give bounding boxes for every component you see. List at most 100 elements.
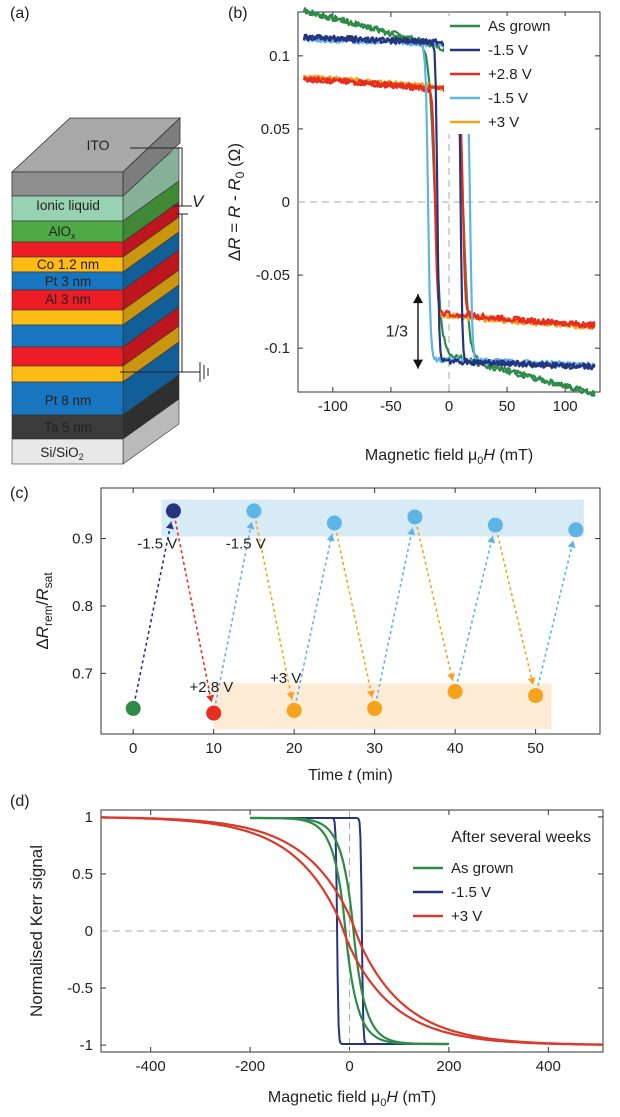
y-axis-label: ΔRrem/Rsat [33, 572, 55, 650]
layer-yellow-3 [11, 365, 124, 383]
series-line-d-2b [101, 816, 603, 1046]
x-tick-label: 0 [345, 1058, 353, 1075]
data-point-5 [326, 515, 342, 531]
transition-arrow-2 [214, 521, 253, 704]
legend-label-0: As grown [488, 18, 551, 35]
data-point-11 [568, 522, 584, 538]
layer-co [11, 241, 124, 258]
transition-arrow-head-0 [165, 521, 174, 530]
panel-d-label: (d) [10, 793, 30, 810]
chart-b: -100 -50 0 50 100 -0.1 -0.05 0 0.05 0.1 As grown -1… [225, 7, 601, 467]
panel-a: (a) ITO Ionic liquid AlOx Co 1.2 nm Pt 3 nm A… [10, 5, 209, 465]
transition-arrow-head-1 [206, 694, 215, 703]
point-label-0: -1.5 V [137, 536, 177, 553]
point-label-1: -1.5 V [226, 536, 266, 553]
y-tick-label: 0.8 [72, 598, 93, 615]
data-point-0 [125, 700, 141, 716]
layer-stack: ITO Ionic liquid AlOx Co 1.2 nm Pt 3 nm Al 3 … [10, 117, 182, 465]
data-point-8 [447, 684, 463, 700]
y-tick-label: 0 [282, 194, 290, 211]
y-axis-label: Normalised Kerr signal [27, 845, 46, 1017]
arrow-head-down [413, 359, 423, 369]
annotation-label: 1/3 [386, 323, 408, 340]
legend-title: After several weeks [451, 829, 591, 846]
layer-si [11, 438, 124, 465]
y-tick-label: -0.5 [67, 980, 93, 997]
x-tick-label: -200 [235, 1058, 265, 1075]
y-tick-label: -1 [80, 1037, 93, 1054]
x-tick-label: 50 [499, 398, 516, 415]
y-tick-label: 0.1 [269, 48, 290, 65]
panel-b: (b) -100 -50 0 50 100 -0.1 -0.05 0 0.05 0.1 As gro… [225, 5, 601, 467]
transition-arrow-5 [335, 532, 374, 698]
label-pt8: Pt 8 nm [45, 393, 92, 408]
y-tick-label: 1 [85, 809, 93, 826]
label-alox: AlOx [48, 224, 76, 241]
transition-arrow-head-2 [246, 521, 255, 530]
series-line-b-0 [302, 7, 596, 397]
layer-ionic [11, 195, 124, 222]
transition-arrow-6 [375, 527, 414, 699]
transition-arrow-head-8 [487, 535, 496, 544]
label-al: Al 3 nm [45, 292, 91, 307]
y-tick-label: 0.5 [72, 866, 93, 883]
transition-arrow-8 [456, 535, 494, 683]
x-tick-label: 100 [553, 398, 578, 415]
panel-b-label: (b) [228, 5, 248, 22]
y-axis-label: ΔR = R - R0 (Ω) [225, 143, 247, 261]
plot-frame [100, 487, 601, 735]
x-tick-label: 10 [205, 740, 222, 757]
transition-arrow-head-9 [527, 677, 536, 685]
ito-front [11, 171, 124, 197]
transition-arrow-head-4 [326, 533, 335, 542]
transition-arrow-head-6 [407, 527, 416, 536]
x-axis-label: Magnetic field μ0H (mT) [365, 447, 533, 467]
band-1 [213, 683, 552, 730]
y-tick-label: 0.9 [72, 531, 93, 548]
layer-red-2 [11, 346, 124, 367]
label-ta: Ta 5 nm [44, 420, 92, 435]
panel-a-label: (a) [10, 5, 30, 22]
series-line-b-2 [302, 76, 596, 329]
transition-arrow-head-3 [286, 691, 295, 700]
x-tick-label: 40 [447, 740, 464, 757]
x-axis-label: Magnetic field μ0H (mT) [268, 1089, 436, 1109]
x-tick-label: -400 [136, 1058, 166, 1075]
label-ito: ITO [86, 137, 109, 153]
data-point-2 [206, 705, 222, 721]
x-tick-label: -50 [380, 398, 402, 415]
layer-ta [11, 414, 124, 440]
transition-arrow-head-7 [447, 673, 455, 681]
panel-c-label: (c) [10, 485, 29, 502]
label-co: Co 1.2 nm [37, 257, 99, 272]
y-tick-label: -0.1 [264, 340, 290, 357]
band-0 [161, 499, 584, 537]
label-si: Si/SiO2 [40, 445, 83, 462]
transition-arrow-head-5 [366, 689, 375, 698]
x-tick-label: 0 [129, 740, 137, 757]
panel-c: (c) 0 10 20 30 40 50 0.7 0.8 0.9 -1.5 V -1.5 V +2.8… [10, 485, 601, 784]
legend-label-4: +3 V [488, 114, 519, 131]
transition-arrow-3 [255, 520, 293, 700]
data-point-1 [165, 503, 181, 519]
arrow-head-up [413, 294, 423, 304]
x-axis-label: Time t (min) [308, 767, 393, 784]
x-tick-label: 20 [286, 740, 303, 757]
point-label-2: +2.8 V [190, 679, 234, 696]
layer-blue-2 [11, 324, 124, 348]
panel-d: (d) -400 -200 0 200 400 -1 -0.5 0 0.5 1 After seve… [10, 793, 604, 1109]
transition-arrow-1 [174, 520, 213, 703]
x-tick-label: 200 [436, 1058, 461, 1075]
y-tick-label: 0.7 [72, 665, 93, 682]
x-tick-label: 30 [366, 740, 383, 757]
legend-label-1: -1.5 V [451, 884, 491, 901]
data-point-4 [286, 702, 302, 718]
label-ionic: Ionic liquid [36, 198, 100, 213]
chart-c: 0 10 20 30 40 50 0.7 0.8 0.9 -1.5 V -1.5 V +2.8 V +3… [33, 487, 601, 784]
layer-yellow-2 [11, 309, 124, 326]
point-label-3: +3 V [270, 670, 301, 687]
transition-arrow-10 [537, 540, 575, 687]
legend-label-3: -1.5 V [488, 90, 528, 107]
transition-arrow-7 [416, 526, 454, 682]
